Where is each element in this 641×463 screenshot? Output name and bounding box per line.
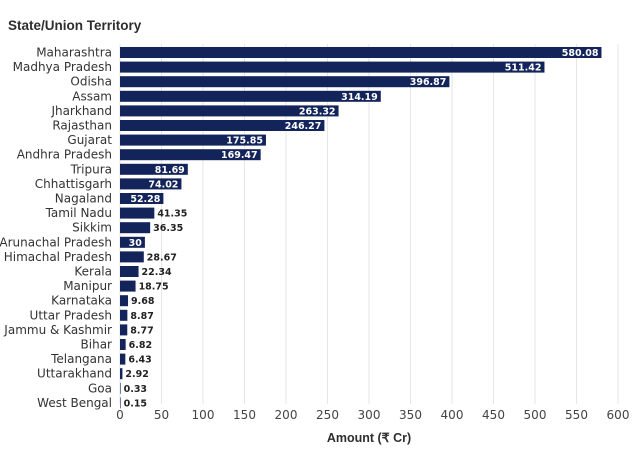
category-label: Sikkim xyxy=(72,221,112,235)
category-label: Assam xyxy=(72,89,112,103)
bar xyxy=(120,76,450,88)
data-label: 0.15 xyxy=(124,398,147,409)
data-label: 41.35 xyxy=(157,209,187,220)
category-label: Arunachal Pradesh xyxy=(0,235,112,249)
category-label: Chhattisgarh xyxy=(35,177,112,191)
bar xyxy=(120,105,339,117)
data-label: 52.28 xyxy=(130,194,160,205)
bar xyxy=(120,47,602,58)
category-label: Nagaland xyxy=(55,192,112,206)
category-label: Uttarakhand xyxy=(37,367,112,381)
data-label: 246.27 xyxy=(285,121,322,132)
data-label: 22.34 xyxy=(142,267,172,278)
bar xyxy=(120,295,129,307)
bar xyxy=(120,149,261,161)
data-label: 18.75 xyxy=(139,282,169,293)
data-label: 0.33 xyxy=(124,384,147,395)
bar xyxy=(120,397,121,409)
bar xyxy=(120,61,545,73)
bar xyxy=(120,353,126,365)
data-label: 30 xyxy=(129,238,143,249)
x-tick-label: 350 xyxy=(399,408,422,422)
x-tick-label: 150 xyxy=(233,408,256,422)
bar xyxy=(120,266,139,277)
x-tick-label: 0 xyxy=(116,408,124,422)
x-tick-label: 250 xyxy=(316,408,339,422)
data-label: 81.69 xyxy=(155,165,185,176)
data-label: 263.32 xyxy=(299,106,336,117)
category-label: Jharkhand xyxy=(50,104,112,118)
data-label: 28.67 xyxy=(147,252,177,263)
category-label: Bihar xyxy=(81,338,113,352)
bar xyxy=(120,236,145,248)
category-label: Tamil Nadu xyxy=(45,206,112,220)
category-label: Gujarat xyxy=(67,133,112,147)
bar xyxy=(120,207,155,219)
x-tick-label: 600 xyxy=(607,408,630,422)
category-label: Manipur xyxy=(63,279,112,293)
data-label: 9.68 xyxy=(131,296,155,307)
x-axis-label: Amount (₹ Cr) xyxy=(327,431,411,445)
bar xyxy=(120,90,381,102)
category-label: Rajasthan xyxy=(52,119,112,133)
category-label: West Bengal xyxy=(37,396,112,410)
bar xyxy=(120,382,121,394)
bar xyxy=(120,309,128,321)
bar xyxy=(120,163,188,175)
category-label: Karnataka xyxy=(51,294,112,308)
bar xyxy=(120,178,182,190)
data-label: 36.35 xyxy=(153,223,183,234)
data-label: 396.87 xyxy=(410,77,447,88)
x-tick-label: 450 xyxy=(482,408,505,422)
bar xyxy=(120,339,126,350)
category-label: Jammu & Kashmir xyxy=(3,323,112,337)
data-label: 8.87 xyxy=(130,311,153,322)
category-label: Uttar Pradesh xyxy=(30,308,112,322)
category-label: Kerala xyxy=(74,265,112,279)
data-label: 580.08 xyxy=(562,48,599,59)
data-label: 511.42 xyxy=(505,63,542,74)
x-tick-label: 500 xyxy=(524,408,547,422)
x-tick-label: 200 xyxy=(275,408,298,422)
chart-title: State/Union Territory xyxy=(8,18,142,33)
gridlines xyxy=(119,44,619,404)
data-label: 169.47 xyxy=(221,150,258,161)
data-label: 74.02 xyxy=(148,179,178,190)
bars: 580.08 511.42 396.87 314.19 263.32 246.27 175.… xyxy=(120,47,602,409)
x-tick-label: 300 xyxy=(358,408,381,422)
data-label: 8.77 xyxy=(130,325,153,336)
bar xyxy=(120,134,266,146)
category-label: Tripura xyxy=(70,162,112,176)
bar xyxy=(120,324,128,336)
x-tick-label: 50 xyxy=(154,408,169,422)
bar xyxy=(120,193,164,204)
x-tick-labels: 0 50 100 150 200 250 300 350 400 450 500 550 600 xyxy=(116,408,629,422)
x-tick-label: 400 xyxy=(441,408,464,422)
data-label: 6.82 xyxy=(129,340,152,351)
category-label: Andhra Pradesh xyxy=(17,148,112,162)
category-label: Madhya Pradesh xyxy=(13,60,112,74)
data-label: 314.19 xyxy=(341,92,378,103)
bar xyxy=(120,222,151,234)
bar xyxy=(120,120,325,131)
bar xyxy=(120,280,136,292)
x-tick-label: 550 xyxy=(565,408,588,422)
bar xyxy=(120,251,144,263)
data-label: 6.43 xyxy=(128,355,151,366)
category-label: Maharashtra xyxy=(36,46,112,60)
data-label: 2.92 xyxy=(125,369,148,380)
category-label: Goa xyxy=(88,381,112,395)
category-label: Odisha xyxy=(70,75,112,89)
category-label: Himachal Pradesh xyxy=(4,250,112,264)
category-label: Telangana xyxy=(50,352,112,366)
data-label: 175.85 xyxy=(226,136,263,147)
bar xyxy=(120,368,123,380)
x-tick-label: 100 xyxy=(192,408,215,422)
